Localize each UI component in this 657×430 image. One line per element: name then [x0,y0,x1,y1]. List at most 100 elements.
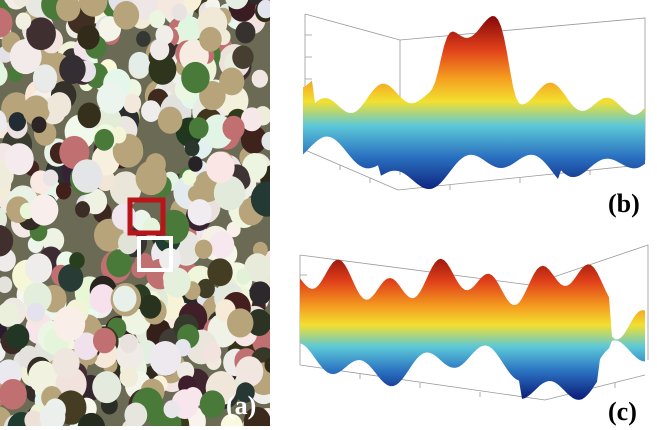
crowd-blob [73,332,99,361]
crowd-blob [96,82,126,114]
crowd-blob [235,21,256,44]
crowd-blob [15,12,32,30]
crowd-blob [158,209,190,244]
crowd-blob [249,281,270,306]
crowd-blob [187,185,204,203]
crowd-blob [226,308,254,338]
crowd-blob [235,356,264,387]
crowd-blob [89,284,116,313]
crowd-blob [118,231,139,255]
crowd-blob [0,110,7,133]
crowd-blob [41,227,65,253]
panel-label: (c) [608,397,637,426]
crowd-blob [113,0,140,30]
crowd-blob [0,276,13,294]
crowd-blob [246,309,270,337]
crowd-blob [196,278,215,299]
crowd-blob [264,357,270,373]
crowd-blob [112,285,137,312]
crowd-blob [149,341,182,376]
crowd-blob [187,199,212,226]
crowd-blob [240,125,267,154]
crowd-blob [257,0,270,19]
crowd-blob [171,3,188,21]
crowd-blob [42,169,59,187]
crowd-blob [71,159,103,193]
crowd-blob [244,253,270,283]
crowd-blob [232,45,254,70]
crowd-blob [27,302,45,322]
crowd-blob [0,64,8,86]
crowd-blob [12,0,31,7]
crowd-blob [55,182,72,200]
crowd-blob [69,252,85,270]
crowd-blob [77,412,106,426]
crowd-blob [181,61,210,94]
crowd-blob [47,92,72,119]
crowd-blob [26,17,56,51]
crowd-blob [220,413,243,426]
white-box [137,236,173,272]
crowd-blob [94,128,115,151]
crowd-blob [163,400,180,419]
panel-label: (a) [226,391,256,420]
crowd-blob [39,402,66,426]
crowd-blob [219,67,245,96]
crowd-blob [22,95,50,126]
crowd-blob [119,367,139,388]
crowd-blob [177,16,202,43]
crowd-blob [148,10,166,29]
crowd-blob [92,371,122,404]
crowd-blob [148,54,177,85]
crowd-blob [0,225,14,257]
crowd-blob [251,69,269,88]
crowd-blob [25,253,53,284]
crowd-blob [213,175,246,211]
crowd-blob [199,26,222,52]
crowd-blob [106,249,132,278]
crowd-blob [0,379,27,410]
crowd-blob [194,239,213,259]
crowd-blob [77,25,100,50]
crowd-blob [225,0,249,10]
crowd-blob [207,258,233,287]
crowd-blob [28,360,58,394]
crowd-blob [53,306,86,342]
crowd-blob [261,131,270,151]
crowd-blob [128,51,151,76]
crowd-blob [75,201,91,218]
crowd-blob [182,169,197,186]
crowd-blob [188,117,209,139]
crowd-blob [250,181,270,217]
crowd-blob [136,31,151,47]
crowd-blob [52,348,80,379]
crowd-image [0,0,270,426]
crowd-blob [149,39,170,61]
panel-label: (b) [608,189,640,218]
crowd-blob [124,402,148,426]
crowd-blob [0,7,13,38]
crowd-blob [184,140,200,157]
crowd-blob [205,151,235,184]
crowd-blob [209,231,235,259]
crowd-blob [111,126,127,144]
crowd-blob [56,0,81,22]
crowd-blob [240,107,263,132]
crowd-blob [77,102,101,129]
crowd-blob [0,302,20,327]
crowd-blob [222,115,245,141]
crowd-blob [78,0,108,17]
crowd-blob [145,153,166,176]
crowd-blob [235,268,251,285]
crowd-blob [8,112,26,132]
crowd-blob [6,323,30,350]
crowd-blob [32,64,58,92]
crowd-blob [24,410,43,426]
surface-b [303,16,645,190]
crowd-blob [236,382,255,403]
crowd-blob [188,156,203,172]
crowd-blob [59,54,86,84]
crowd-blob [92,327,117,354]
crowd-blob [58,264,84,292]
